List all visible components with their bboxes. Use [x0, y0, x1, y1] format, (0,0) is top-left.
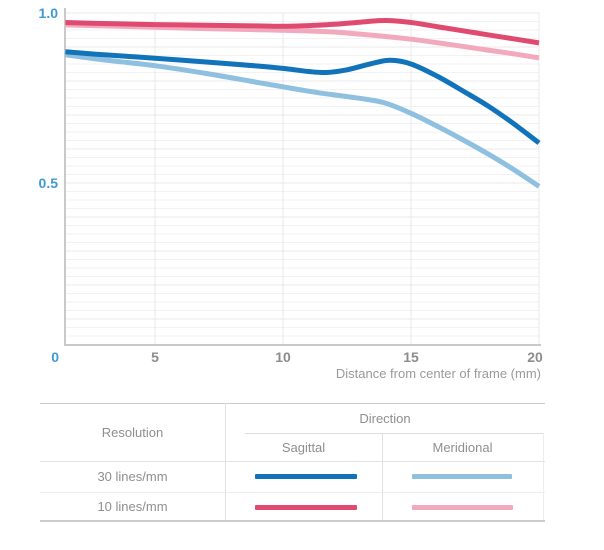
direction-column-divider	[382, 433, 383, 520]
x-axis-label: 10	[275, 349, 291, 365]
curve-10-lines-mm-meridional	[65, 22, 540, 61]
swatch-meridional-30	[412, 474, 512, 479]
x-axis-label: 20	[527, 349, 543, 365]
sagittal-header: Sagittal	[281, 439, 326, 455]
x-axis-label: 5	[151, 349, 159, 365]
y-axis-label: 1.0	[39, 5, 59, 21]
swatch-meridional-10	[412, 505, 513, 510]
swatch-sagittal-10	[255, 505, 357, 510]
legend-table: Resolution Direction Sagittal Meridional…	[40, 403, 545, 522]
y-axis-label: 0.5	[39, 175, 59, 191]
direction-header: Direction	[359, 410, 411, 426]
curve-30-lines-mm-sagittal	[65, 49, 541, 145]
x-axis-label: 15	[403, 349, 419, 365]
row-separator	[40, 492, 545, 493]
table-right-border	[543, 433, 544, 520]
curve-30-lines-mm-meridional	[65, 52, 541, 189]
origin-label: 0	[51, 349, 59, 365]
row-label-30-lines: 30 lines/mm	[97, 469, 168, 484]
swatch-sagittal-30	[255, 474, 357, 479]
row-label-10-lines: 10 lines/mm	[97, 498, 168, 514]
direction-header-underline	[245, 433, 543, 434]
resolution-header: Resolution	[101, 424, 164, 440]
table-top-border	[40, 403, 545, 404]
meridional-header: Meridional	[432, 439, 493, 455]
x-axis-title: Distance from center of frame (mm)	[336, 366, 541, 381]
table-bottom-border	[40, 520, 545, 522]
curve-10-lines-mm-sagittal	[65, 17, 540, 46]
header-separator	[40, 461, 545, 462]
